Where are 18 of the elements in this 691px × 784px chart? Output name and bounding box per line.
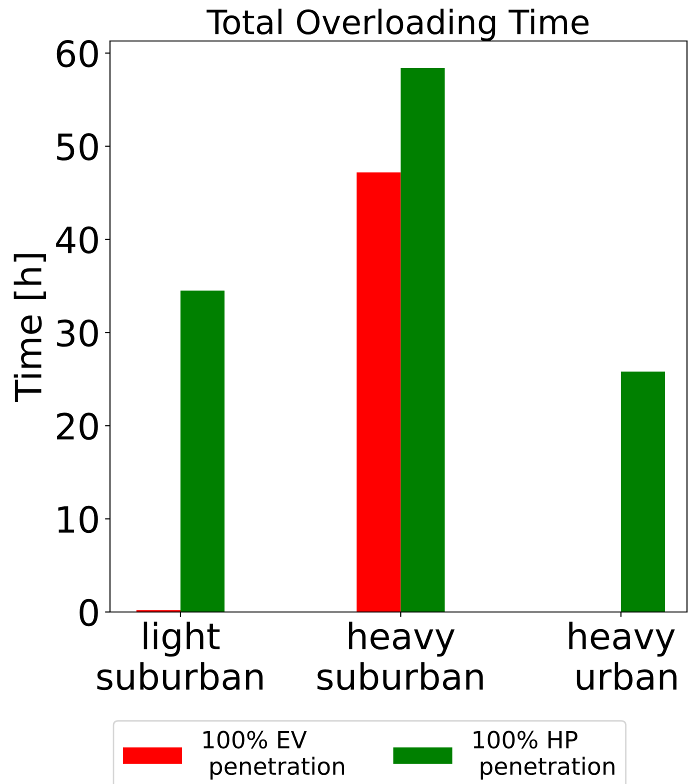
bar xyxy=(180,290,225,612)
x-tick-label: light suburban xyxy=(97,622,263,690)
y-tick-label: 0 xyxy=(80,598,98,626)
legend-label: 100% EV penetration xyxy=(203,730,344,780)
y-tick-label: 20 xyxy=(56,412,98,440)
y-tick-label: 10 xyxy=(58,506,98,534)
bar xyxy=(356,172,401,612)
x-tick-label: heavy urban xyxy=(569,622,676,690)
y-axis-title: Time [h] xyxy=(14,254,46,402)
x-tick-label: heavy suburban xyxy=(318,622,483,690)
y-tick-label: 40 xyxy=(56,226,98,254)
chart-title: Total Overloading Time xyxy=(206,8,589,41)
bar xyxy=(400,68,445,612)
bar xyxy=(620,372,665,612)
y-tick-label: 60 xyxy=(56,40,98,68)
y-tick-label: 30 xyxy=(57,319,98,347)
y-tick-label: 50 xyxy=(57,133,98,160)
legend-label: 100% HP penetration xyxy=(474,730,614,780)
